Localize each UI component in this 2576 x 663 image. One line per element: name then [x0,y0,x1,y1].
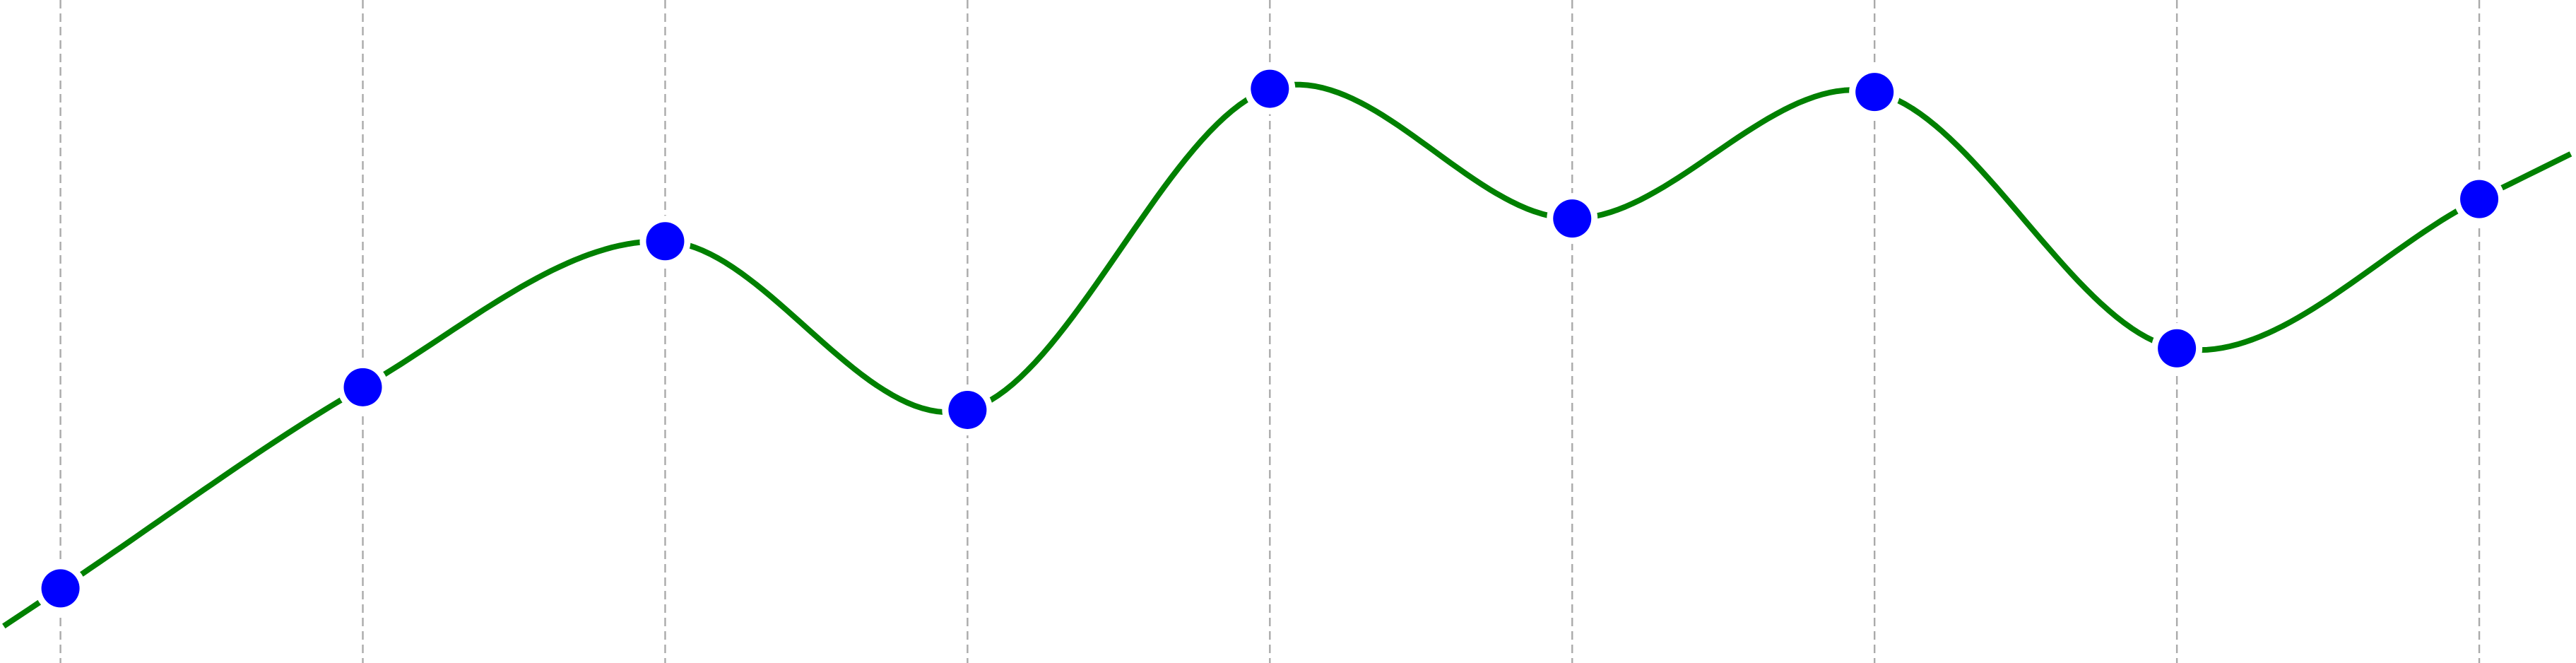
data-point-4 [948,390,987,429]
data-point-3 [646,222,685,261]
data-points [35,63,2505,614]
data-point-6 [1553,199,1592,238]
data-point-1 [41,569,80,608]
data-point-9 [2460,180,2499,218]
data-point-8 [2158,329,2197,368]
data-point-2 [343,368,382,406]
data-point-5 [1251,69,1289,108]
data-point-7 [1855,73,1894,112]
